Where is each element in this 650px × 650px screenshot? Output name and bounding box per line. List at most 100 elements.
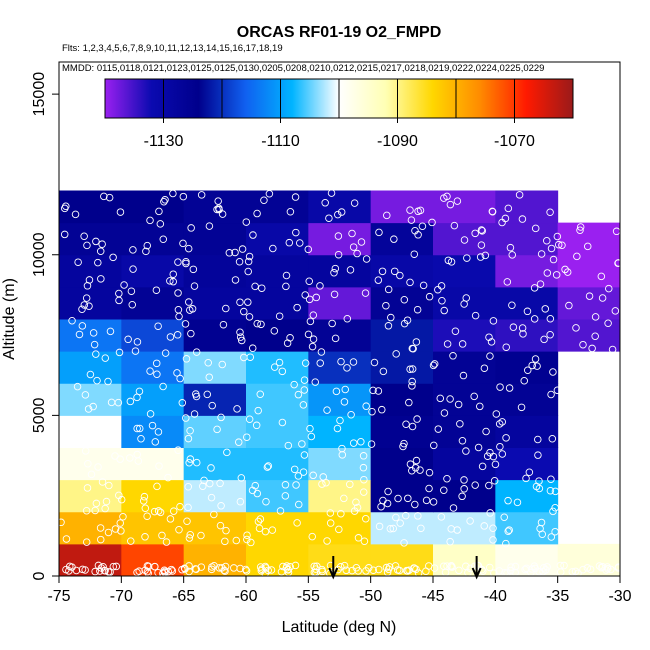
sample-point — [197, 191, 206, 199]
heatmap-cell — [121, 351, 185, 384]
sample-point — [96, 524, 105, 532]
x-tick-label: -70 — [110, 588, 133, 605]
sample-point — [362, 402, 370, 410]
sample-point — [347, 410, 355, 419]
sample-point — [489, 524, 497, 532]
sample-point — [443, 562, 451, 570]
sample-point — [389, 524, 398, 533]
heatmap-cell — [370, 222, 434, 256]
sample-point — [153, 482, 161, 491]
sample-point — [547, 533, 556, 541]
sample-point — [337, 510, 345, 518]
sample-point — [607, 565, 615, 574]
sample-point — [509, 323, 518, 331]
sample-point — [231, 248, 239, 257]
sample-point — [126, 397, 135, 406]
x-tick-label: -40 — [484, 588, 507, 605]
sample-point — [179, 239, 187, 248]
sample-point — [120, 281, 128, 289]
sample-point — [604, 564, 612, 573]
sample-point — [546, 486, 555, 495]
sample-point — [89, 402, 97, 411]
sample-point — [326, 519, 335, 527]
sample-point — [213, 425, 221, 434]
heatmap-cell — [121, 511, 185, 545]
sample-point — [523, 366, 532, 375]
sample-point — [155, 207, 163, 216]
sample-point — [156, 508, 165, 517]
sample-point — [234, 438, 243, 446]
sample-point — [350, 199, 359, 207]
sample-point — [572, 324, 580, 332]
sample-point — [299, 468, 308, 476]
sample-point — [406, 460, 415, 468]
sample-point — [307, 432, 316, 441]
sample-point — [542, 566, 550, 574]
sample-point — [106, 568, 114, 576]
sample-point — [416, 466, 424, 474]
sample-point — [477, 226, 486, 234]
sample-point — [278, 418, 287, 427]
sample-point — [83, 241, 91, 250]
sample-point — [105, 481, 113, 490]
sample-point — [98, 478, 107, 486]
sample-point — [383, 499, 392, 508]
heatmap-cell — [370, 543, 434, 576]
sample-point — [337, 357, 345, 366]
sample-point — [144, 569, 152, 576]
colorbar-tick-label: -1110 — [261, 133, 300, 150]
sample-point — [535, 484, 544, 493]
sample-point — [179, 192, 188, 201]
sample-point — [502, 343, 510, 351]
sample-point — [608, 345, 617, 354]
sample-point — [485, 563, 494, 572]
heatmap-cell — [495, 190, 559, 224]
sample-point — [247, 538, 255, 547]
flights-line: Flts: 1,2,3,4,5,6,7,8,9,10,11,12,13,14,1… — [62, 43, 283, 54]
heatmap-cell — [59, 222, 122, 256]
sample-point — [117, 495, 126, 504]
heatmap-cell — [59, 254, 122, 288]
sample-point — [116, 455, 124, 463]
sample-point — [248, 486, 257, 495]
sample-point — [243, 433, 251, 441]
sample-point — [477, 241, 486, 249]
heatmap-cell — [308, 479, 372, 513]
heatmap-cell — [183, 511, 247, 545]
sample-point — [204, 358, 212, 367]
sample-point — [539, 564, 548, 572]
sample-points — [59, 189, 620, 576]
sample-point — [155, 462, 163, 470]
sample-point — [300, 386, 309, 394]
sample-point — [176, 374, 184, 383]
sample-point — [319, 473, 327, 481]
sample-point — [485, 333, 493, 341]
sample-point — [322, 478, 330, 487]
sample-point — [182, 355, 191, 363]
sample-point — [481, 251, 490, 260]
sample-point — [378, 267, 387, 276]
heatmap-cell — [183, 447, 247, 481]
sample-point — [375, 565, 383, 574]
sample-point — [282, 271, 291, 280]
sample-point — [216, 479, 224, 488]
heatmap-cell — [59, 319, 122, 352]
sample-point — [534, 435, 542, 444]
sample-point — [285, 238, 294, 247]
sample-point — [306, 317, 315, 326]
sample-point — [176, 502, 184, 511]
sample-point — [436, 394, 445, 403]
sample-point — [318, 567, 327, 576]
heatmap-cell — [246, 511, 309, 545]
colorbar-tick-label: -1130 — [144, 133, 184, 150]
sample-point — [520, 377, 528, 385]
sample-point — [93, 376, 101, 385]
sample-point — [359, 488, 368, 496]
sample-point — [430, 441, 438, 450]
sample-point — [346, 480, 354, 489]
sample-point — [447, 258, 456, 266]
sample-point — [116, 208, 125, 216]
sample-point — [308, 532, 317, 541]
sample-point — [537, 518, 546, 527]
sample-point — [348, 566, 356, 575]
